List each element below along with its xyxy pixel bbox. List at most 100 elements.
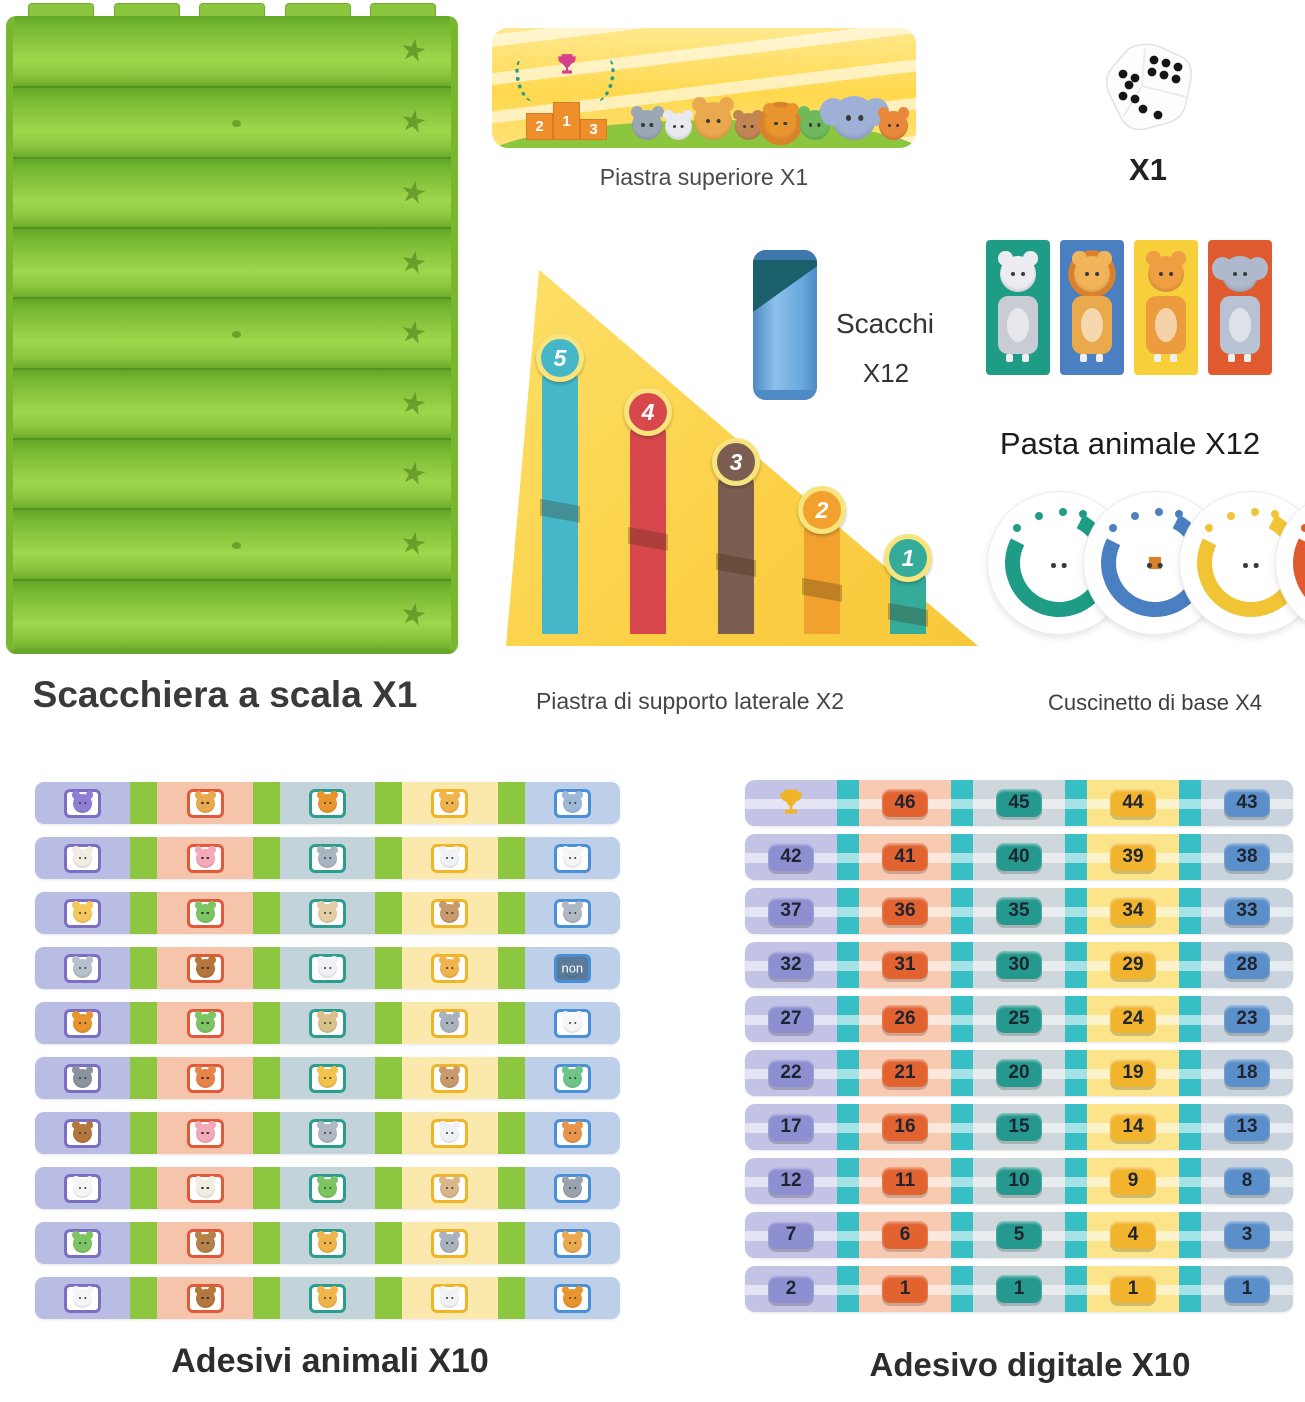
strip-section — [402, 1002, 498, 1044]
number-badge-25: 25 — [996, 1005, 1042, 1033]
strip-divider — [497, 782, 525, 824]
bar-number-badge: 1 — [884, 534, 932, 582]
strip-section: 1 — [1201, 1266, 1293, 1312]
lion-icon — [762, 102, 799, 140]
elephant-icon — [1211, 256, 1269, 292]
number-badge-27: 27 — [768, 1005, 814, 1033]
dog-sticker — [431, 1173, 469, 1203]
strip-section — [157, 782, 253, 824]
monkey-eyes — [742, 124, 747, 129]
strip-section — [279, 1167, 376, 1209]
strip-section — [35, 1167, 131, 1209]
owl-icon — [194, 1231, 216, 1253]
strip-section — [279, 1222, 376, 1264]
strip-section — [402, 1167, 498, 1209]
tiger-icon — [439, 956, 461, 978]
lion-icon — [561, 1286, 583, 1308]
strip-divider — [837, 834, 859, 880]
elephant-card — [1208, 240, 1272, 375]
animal-sticker-strip — [35, 782, 620, 824]
zebra-eyes — [672, 124, 676, 129]
number-badge-3: 3 — [1224, 1221, 1270, 1249]
strip-section: 10 — [973, 1158, 1065, 1204]
number-sticker-strip: 37 36 35 34 33 — [745, 888, 1293, 934]
strip-divider — [1179, 834, 1201, 880]
husky-sticker — [553, 788, 591, 818]
triangle-bar-4: 4 — [624, 388, 672, 634]
number-stickers-label: Adesivo digitale X10 — [869, 1346, 1191, 1383]
strip-divider — [375, 1002, 403, 1044]
hippo-icon — [317, 846, 338, 868]
lion-icon — [72, 1011, 94, 1033]
mouse-eyes — [323, 966, 326, 970]
strip-divider — [375, 837, 403, 879]
horse-eyes — [201, 966, 204, 970]
number-badge-5: 5 — [996, 1221, 1042, 1249]
strip-divider — [130, 1222, 158, 1264]
board-body: ★ ★ ★ ★ ★ ★ ★ ★ ★ — [6, 16, 458, 654]
giraffe-sticker — [553, 1228, 591, 1258]
squirrel-sticker — [553, 1118, 591, 1148]
pad-dots — [1251, 508, 1259, 516]
strip-divider — [837, 942, 859, 988]
number-badge-39: 39 — [1110, 843, 1156, 871]
pieces-label: Scacchi — [835, 308, 935, 339]
strip-divider — [497, 947, 525, 989]
strip-divider — [837, 996, 859, 1042]
chess-piece — [753, 250, 817, 400]
zebra-card — [986, 240, 1050, 375]
hippo-sticker — [309, 843, 347, 873]
strip-divider — [252, 1112, 280, 1154]
chick-eyes — [78, 911, 82, 915]
tiger-sticker — [431, 953, 469, 983]
raccoon-eyes — [568, 1186, 571, 1190]
donkey-sticker — [431, 1228, 469, 1258]
number-badge-1: 1 — [882, 1275, 928, 1303]
triangle-bar-1: 1 — [884, 534, 932, 634]
frog-icon — [194, 901, 216, 923]
number-sticker-strip: 22 21 20 19 18 — [745, 1050, 1293, 1096]
elephant-sticker — [64, 953, 102, 983]
koala-sticker — [553, 898, 591, 928]
strip-divider — [1065, 996, 1087, 1042]
strip-section: 46 — [859, 780, 951, 826]
number-sticker-strip: 2 1 1 1 1 — [745, 1266, 1293, 1312]
strip-divider — [497, 1057, 525, 1099]
bull-sticker — [186, 1283, 224, 1313]
strip-section: 24 — [1087, 996, 1179, 1042]
strip-divider — [130, 1112, 158, 1154]
polar-bear-sticker — [431, 1118, 469, 1148]
pig-sticker — [186, 843, 224, 873]
frog-sticker — [309, 1173, 347, 1203]
strip-divider — [1065, 834, 1087, 880]
koala-icon — [317, 1121, 338, 1143]
strip-divider — [252, 1277, 280, 1319]
strip-divider — [951, 1212, 973, 1258]
number-badge-40: 40 — [996, 843, 1042, 871]
giraffe-sticker — [186, 788, 224, 818]
strip-section: 38 — [1201, 834, 1293, 880]
wolf-eyes — [78, 1076, 82, 1080]
zebra-icon — [561, 956, 583, 978]
koala-icon — [561, 901, 583, 923]
koala-eyes — [323, 1131, 326, 1135]
donkey-eyes — [446, 1021, 449, 1025]
pig-sticker — [186, 1118, 224, 1148]
board-tray-row: ★ — [13, 508, 451, 579]
strip-section — [402, 837, 498, 879]
polar-bear-icon — [439, 846, 461, 868]
strip-section: 7 — [745, 1212, 837, 1258]
board-tab — [113, 3, 180, 19]
animal-sticker-strip — [35, 1167, 620, 1209]
raccoon-sticker — [553, 1173, 591, 1203]
bear-sticker — [64, 1118, 102, 1148]
frog-icon — [317, 1176, 338, 1198]
strip-divider — [497, 892, 525, 934]
tiger-eyes — [1158, 271, 1164, 277]
podium-block-3: 3 — [580, 119, 607, 140]
strip-divider — [837, 1266, 859, 1312]
strip-divider — [951, 996, 973, 1042]
animal-sticker-strip — [35, 1222, 620, 1264]
star-icon: ★ — [397, 314, 430, 353]
board-tab — [199, 3, 265, 19]
